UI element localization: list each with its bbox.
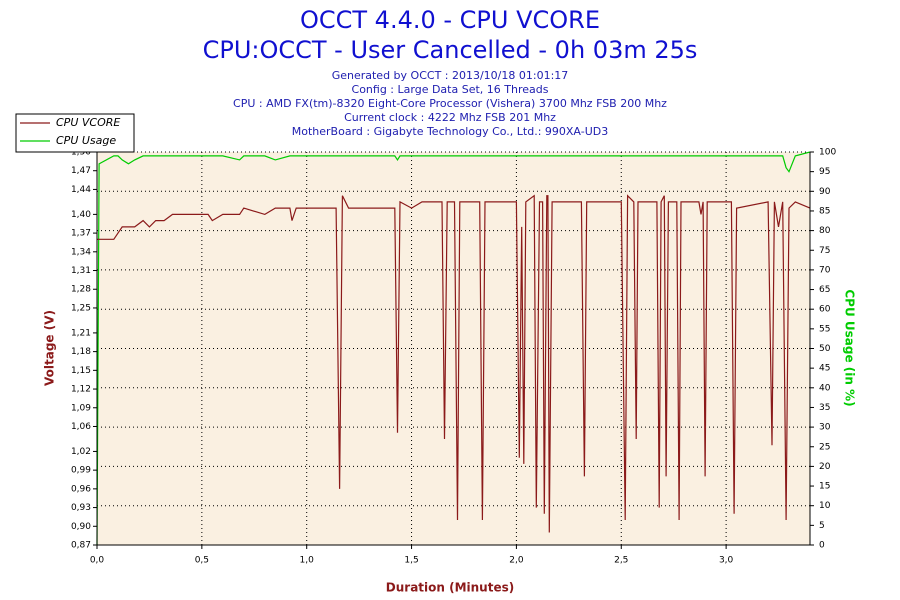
y-tick-label: 1,34 (71, 247, 91, 257)
y-tick-label: 1,21 (71, 328, 91, 338)
x-tick-label: 3,0 (719, 556, 734, 566)
y2-tick-label: 95 (819, 167, 830, 177)
y-tick-label: 0,87 (71, 541, 91, 551)
chart-title: OCCT 4.4.0 - CPU VCORE (300, 6, 600, 34)
y-tick-label: 0,96 (71, 484, 91, 494)
y2-tick-label: 0 (819, 541, 825, 551)
y2-tick-label: 65 (819, 285, 830, 295)
chart-subtitle: CPU:OCCT - User Cancelled - 0h 03m 25s (203, 36, 698, 64)
info-line: Current clock : 4222 Mhz FSB 201 Mhz (344, 111, 556, 124)
x-tick-label: 0,0 (90, 556, 105, 566)
x-axis-label: Duration (Minutes) (386, 581, 514, 595)
y2-tick-label: 40 (819, 383, 831, 393)
y-tick-label: 1,06 (71, 422, 91, 432)
series-line (97, 194, 811, 533)
y-tick-label: 1,40 (71, 210, 91, 220)
y-tick-label: 1,12 (71, 385, 91, 395)
y-tick-label: 1,47 (71, 166, 91, 176)
info-line: MotherBoard : Gigabyte Technology Co., L… (292, 125, 608, 138)
y2-tick-label: 15 (819, 482, 830, 492)
y2-tick-label: 25 (819, 442, 830, 452)
y2-tick-label: 100 (819, 148, 836, 158)
x-tick-label: 0,5 (195, 556, 209, 566)
y-tick-label: 1,31 (71, 266, 91, 276)
series-line (96, 151, 811, 546)
y2-tick-label: 60 (819, 305, 831, 315)
y-tick-label: 0,93 (71, 503, 91, 513)
x-tick-label: 2,5 (614, 556, 628, 566)
y2-tick-label: 90 (819, 187, 831, 197)
info-line: Generated by OCCT : 2013/10/18 01:01:17 (332, 69, 569, 82)
y2-tick-label: 35 (819, 403, 830, 413)
y2-tick-label: 20 (819, 462, 831, 472)
y-tick-label: 1,37 (71, 229, 91, 239)
y-tick-label: 1,44 (71, 185, 91, 195)
y2-tick-label: 55 (819, 324, 830, 334)
y2-tick-label: 30 (819, 423, 831, 433)
y2-tick-label: 75 (819, 246, 830, 256)
y2-tick-label: 5 (819, 521, 825, 531)
y-tick-label: 1,18 (71, 347, 91, 357)
y-tick-label: 1,28 (71, 285, 91, 295)
y2-tick-label: 85 (819, 206, 830, 216)
info-line: CPU : AMD FX(tm)-8320 Eight-Core Process… (233, 97, 667, 110)
legend-box (15, 113, 135, 153)
y2-axis-label: CPU Usage (in %) (843, 289, 857, 406)
y2-tick-label: 70 (819, 265, 831, 275)
y-tick-label: 1,09 (71, 403, 91, 413)
x-tick-label: 1,5 (404, 556, 418, 566)
info-line: Config : Large Data Set, 16 Threads (352, 83, 549, 96)
y-tick-label: 1,25 (71, 303, 91, 313)
y2-tick-label: 50 (819, 344, 831, 354)
y-tick-label: 0,99 (71, 466, 91, 476)
legend-label: CPU Usage (56, 134, 116, 147)
y2-tick-label: 10 (819, 501, 831, 511)
y2-tick-label: 45 (819, 364, 830, 374)
y-tick-label: 0,90 (71, 522, 91, 532)
x-tick-label: 2,0 (509, 556, 524, 566)
y-tick-label: 1,02 (71, 447, 91, 457)
legend-label: CPU VCORE (56, 116, 120, 129)
y2-tick-label: 80 (819, 226, 831, 236)
y-tick-label: 1,15 (71, 366, 91, 376)
y-axis-label: Voltage (V) (43, 310, 57, 386)
x-tick-label: 1,0 (300, 556, 315, 566)
